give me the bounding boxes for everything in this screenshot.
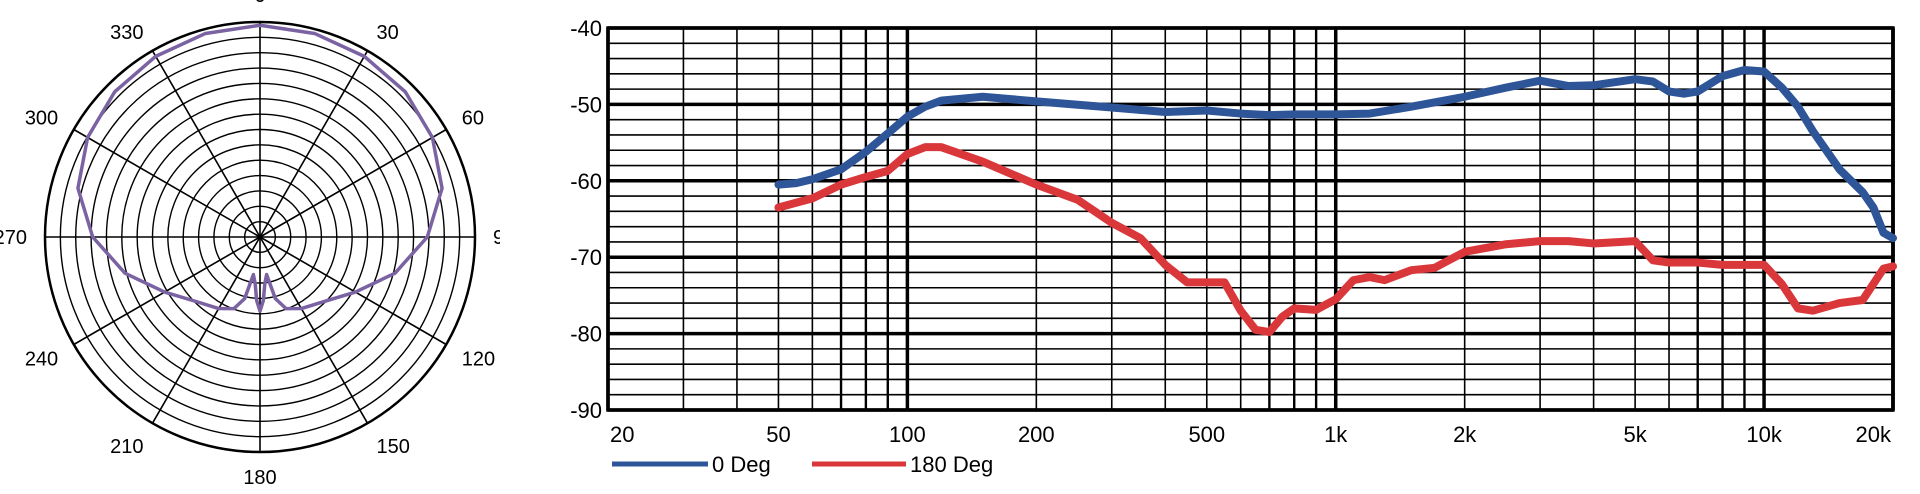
series-line-0-deg xyxy=(774,66,1897,243)
x-tick-label: 50 xyxy=(766,422,790,447)
polar-angle-labels: 0 30 60 90 120 150 180 210 240 270 300 330 xyxy=(0,0,500,489)
polar-spoke xyxy=(151,50,261,238)
polar-angle-label: 120 xyxy=(462,349,495,371)
x-axis-tick-labels: 20 50 100 200 500 1k 2k 5k 10k 20k xyxy=(610,422,1892,447)
polar-angle-label: 300 xyxy=(25,108,58,130)
x-tick-label: 2k xyxy=(1453,422,1477,447)
plot-frame xyxy=(606,26,1895,412)
y-tick-label: -40 xyxy=(570,16,602,41)
x-tick-label: 500 xyxy=(1188,422,1225,447)
x-tick-label: 5k xyxy=(1623,422,1647,447)
x-tick-label: 200 xyxy=(1018,422,1055,447)
polar-angle-label: 270 xyxy=(0,227,27,249)
x-tick-label: 10k xyxy=(1746,422,1782,447)
legend-label-180-deg: 180 Deg xyxy=(910,452,993,477)
polar-spoke xyxy=(151,236,261,424)
y-tick-label: -60 xyxy=(570,169,602,194)
polar-angle-label: 210 xyxy=(110,436,143,458)
polar-angle-label: 30 xyxy=(377,22,399,44)
y-tick-label: -90 xyxy=(570,398,602,423)
polar-spoke xyxy=(73,236,261,346)
frequency-series xyxy=(774,66,1897,337)
x-tick-label: 20k xyxy=(1856,422,1892,447)
y-tick-label: -80 xyxy=(570,322,602,347)
x-tick-label: 20 xyxy=(610,422,634,447)
polar-angle-label: 0 xyxy=(254,0,265,7)
polar-angle-label: 60 xyxy=(462,108,484,130)
polar-spoke xyxy=(259,236,447,346)
polar-angle-label: 180 xyxy=(243,467,276,489)
polar-angle-label: 240 xyxy=(25,349,58,371)
y-tick-label: -70 xyxy=(570,245,602,270)
polar-spoke xyxy=(73,128,261,238)
polar-spoke xyxy=(259,128,447,238)
polar-angle-label: 90 xyxy=(493,227,500,249)
y-axis-tick-labels: -40 -50 -60 -70 -80 -90 xyxy=(570,16,602,423)
legend: 0 Deg 180 Deg xyxy=(612,452,993,477)
x-tick-label: 100 xyxy=(889,422,926,447)
polar-angle-label: 150 xyxy=(377,436,410,458)
polar-pattern-curve xyxy=(76,23,444,313)
polar-spoke xyxy=(259,236,369,424)
x-tick-label: 1k xyxy=(1324,422,1348,447)
series-line-180-deg xyxy=(774,143,1897,337)
polar-angle-label: 330 xyxy=(110,22,143,44)
legend-label-0-deg: 0 Deg xyxy=(712,452,771,477)
y-tick-label: -50 xyxy=(570,92,602,117)
frequency-grid xyxy=(606,26,1895,412)
polar-spoke xyxy=(259,50,369,238)
polar-pattern-chart: 0 30 60 90 120 150 180 210 240 270 300 330 xyxy=(0,0,500,489)
